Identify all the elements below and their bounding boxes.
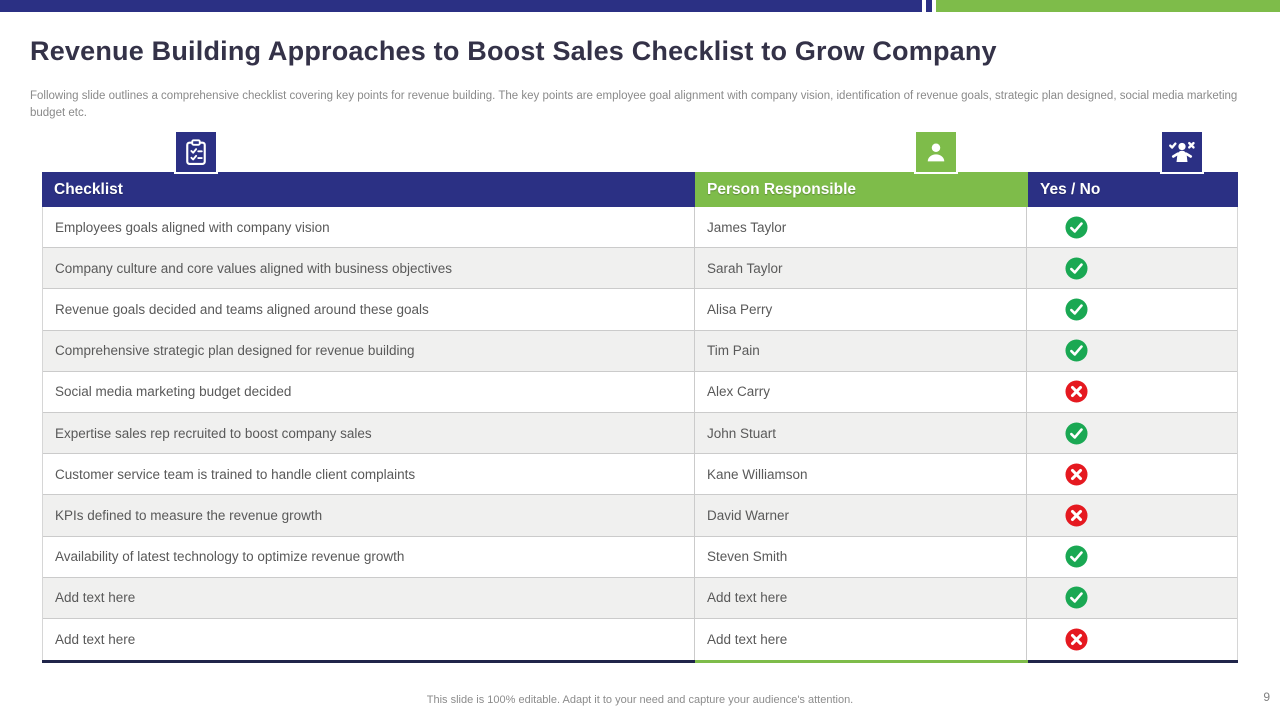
table-row: Expertise sales rep recruited to boost c… [43, 412, 1237, 455]
status-cell [1027, 537, 1237, 577]
status-cell [1027, 619, 1237, 660]
person-cell: Add text here [695, 618, 1027, 661]
header-checklist: Checklist [42, 172, 695, 207]
table-body: Employees goals aligned with company vis… [42, 207, 1238, 661]
checklist-cell: Availability of latest technology to opt… [43, 536, 695, 577]
page-title: Revenue Building Approaches to Boost Sal… [30, 36, 997, 66]
checklist-cell: Expertise sales rep recruited to boost c… [43, 412, 695, 454]
person-yes-no-icon [1160, 130, 1204, 174]
person-cell: Steven Smith [695, 536, 1027, 577]
table-bottom-accent [42, 660, 1238, 663]
check-icon [1065, 339, 1088, 362]
checklist-cell: Social media marketing budget decided [43, 371, 695, 412]
checklist-cell: Add text here [43, 618, 695, 661]
person-cell: James Taylor [695, 207, 1027, 248]
status-cell [1027, 372, 1237, 412]
person-cell: John Stuart [695, 412, 1027, 454]
status-cell [1027, 248, 1237, 288]
table-row: Employees goals aligned with company vis… [43, 207, 1237, 249]
header-yes-no: Yes / No [1028, 172, 1238, 207]
checklist-cell: Employees goals aligned with company vis… [43, 207, 695, 248]
status-cell [1027, 207, 1237, 247]
table-row: Revenue goals decided and teams aligned … [43, 289, 1237, 331]
cross-icon [1065, 380, 1088, 403]
top-bar-gap [932, 0, 936, 12]
top-bar-gap [922, 0, 926, 12]
person-icon [914, 130, 958, 174]
top-bar-green-segment [936, 0, 1280, 12]
cross-icon [1065, 504, 1088, 527]
table-row: Availability of latest technology to opt… [43, 536, 1237, 578]
checklist-cell: Comprehensive strategic plan designed fo… [43, 330, 695, 371]
top-accent-bar [0, 0, 1280, 12]
check-icon [1065, 257, 1088, 280]
footer-note: This slide is 100% editable. Adapt it to… [426, 694, 854, 706]
bottom-accent-green [695, 660, 1028, 663]
status-cell [1027, 413, 1237, 453]
status-cell [1027, 454, 1237, 494]
check-icon [1065, 216, 1088, 239]
person-cell: Alex Carry [695, 371, 1027, 412]
person-cell: Add text here [695, 577, 1027, 618]
header-person-responsible: Person Responsible [695, 172, 1028, 207]
cross-icon [1065, 628, 1088, 651]
cross-icon [1065, 463, 1088, 486]
top-bar-navy-segment [0, 0, 922, 12]
status-cell [1027, 578, 1237, 618]
checklist-cell: Customer service team is trained to hand… [43, 454, 695, 495]
check-icon [1065, 586, 1088, 609]
person-cell: Kane Williamson [695, 454, 1027, 495]
page-subtitle: Following slide outlines a comprehensive… [30, 90, 1238, 119]
checklist-table: Checklist Person Responsible Yes / No Em… [42, 172, 1238, 661]
status-cell [1027, 289, 1237, 329]
table-header-row: Checklist Person Responsible Yes / No [42, 172, 1238, 207]
person-cell: Alisa Perry [695, 289, 1027, 330]
checklist-cell: Add text here [43, 577, 695, 618]
checklist-cell: KPIs defined to measure the revenue grow… [43, 495, 695, 536]
table-row: Customer service team is trained to hand… [43, 454, 1237, 496]
check-icon [1065, 422, 1088, 445]
table-row: KPIs defined to measure the revenue grow… [43, 495, 1237, 537]
status-cell [1027, 495, 1237, 535]
page-number: 9 [1263, 690, 1270, 704]
table-row: Add text here Add text here [43, 577, 1237, 619]
table-row: Company culture and core values aligned … [43, 248, 1237, 290]
clipboard-checklist-icon [174, 130, 218, 174]
top-bar-small-navy-segment [926, 0, 932, 12]
table-row: Comprehensive strategic plan designed fo… [43, 330, 1237, 372]
bottom-accent-navy-right [1028, 660, 1238, 663]
table-row: Add text here Add text here [43, 618, 1237, 661]
table-row: Social media marketing budget decided Al… [43, 371, 1237, 413]
checklist-cell: Company culture and core values aligned … [43, 248, 695, 289]
person-cell: Sarah Taylor [695, 248, 1027, 289]
person-cell: David Warner [695, 495, 1027, 536]
check-icon [1065, 298, 1088, 321]
person-cell: Tim Pain [695, 330, 1027, 371]
checklist-cell: Revenue goals decided and teams aligned … [43, 289, 695, 330]
check-icon [1065, 545, 1088, 568]
bottom-accent-navy-left [42, 660, 695, 663]
status-cell [1027, 331, 1237, 371]
